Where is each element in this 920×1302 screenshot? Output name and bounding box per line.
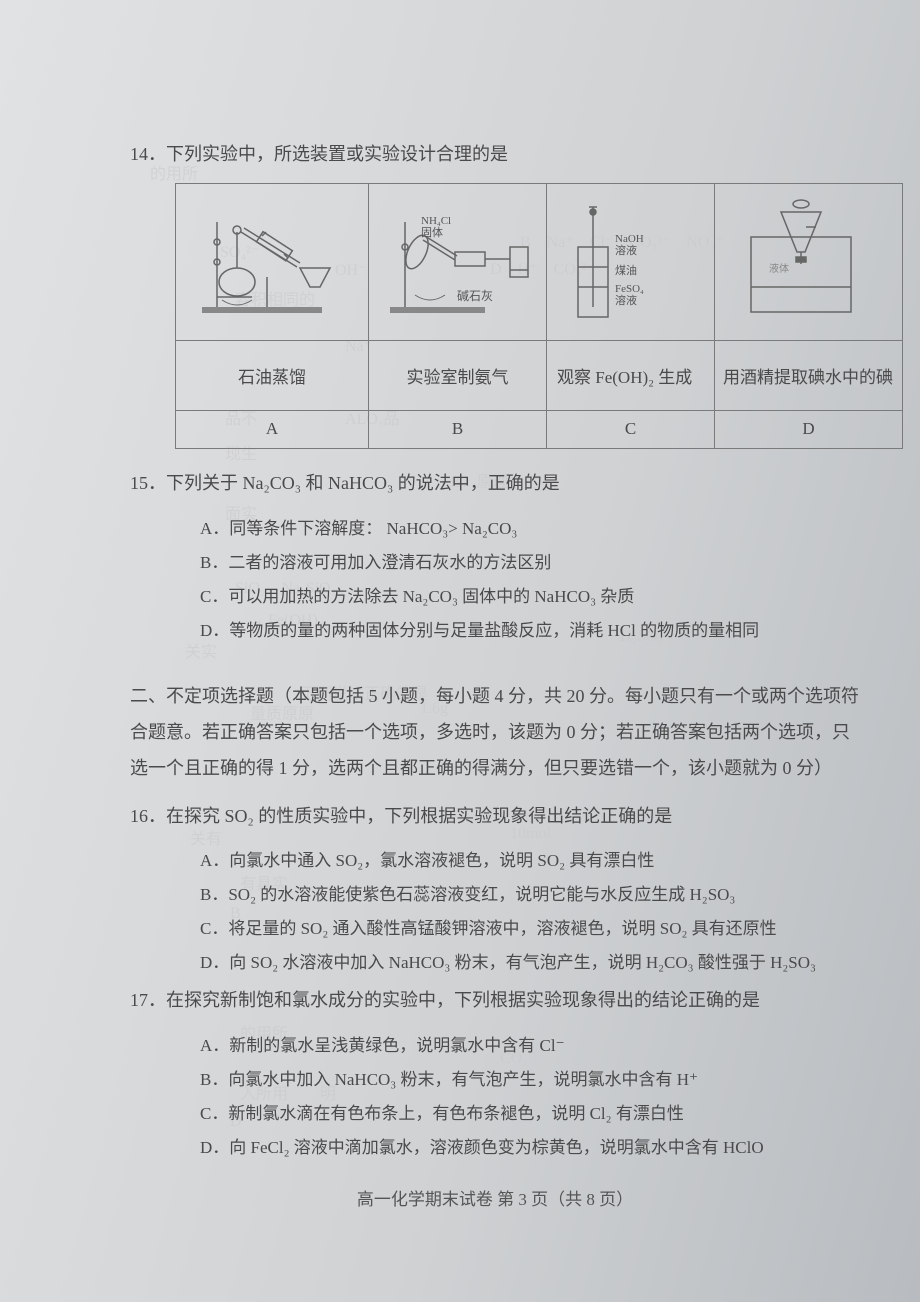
label-feso4: FeSO₄	[615, 283, 644, 295]
label-b: B	[369, 410, 547, 448]
table-row-labels: A B C D	[176, 410, 903, 448]
q17-text: 在探究新制饱和氯水成分的实验中，下列根据实验现象得出的结论正确的是	[166, 990, 760, 1010]
q17-opt-d: D．向 FeCl₂ 溶液中滴加氯水，溶液颜色变为棕黄色，说明氯水中含有 HClO	[200, 1131, 860, 1165]
q16-opt-b: B．SO₂ 的水溶液能使紫色石蕊溶液变红，说明它能与水反应生成 H₂SO₃	[200, 878, 860, 912]
caption-d: 用酒精提取碘水中的碘	[715, 340, 903, 410]
q14-text: 下列实验中，所选装置或实验设计合理的是	[166, 144, 508, 164]
q15-num: 15．	[130, 473, 166, 493]
q17-num: 17．	[130, 990, 166, 1010]
caption-b: 实验室制氨气	[369, 340, 547, 410]
q14-num: 14．	[130, 144, 166, 164]
q15-opt-d: D．等物质的量的两种固体分别与足量盐酸反应，消耗 HCl 的物质的量相同	[200, 614, 860, 648]
table-row-diagrams: NH₄Cl 固体 碱石灰	[176, 183, 903, 340]
svg-text:溶液: 溶液	[615, 243, 637, 257]
q16-text: 在探究 SO₂ 的性质实验中，下列根据实验现象得出结论正确的是	[166, 806, 672, 826]
ammonia-diagram: NH₄Cl 固体 碱石灰	[375, 192, 540, 332]
q17-stem: 17．在探究新制饱和氯水成分的实验中，下列根据实验现象得出的结论正确的是	[130, 986, 860, 1015]
cell-diagram-d: 液体	[715, 183, 903, 340]
q17-opt-a: A．新制的氯水呈浅黄绿色，说明氯水中含有 Cl⁻	[200, 1029, 860, 1063]
page-content: 14．下列实验中，所选装置或实验设计合理的是	[130, 140, 860, 1210]
q16-stem: 16．在探究 SO₂ 的性质实验中，下列根据实验现象得出结论正确的是	[130, 802, 860, 831]
distillation-diagram	[182, 192, 362, 332]
svg-text:溶液: 溶液	[615, 293, 637, 307]
page-footer: 高一化学期末试卷 第 3 页（共 8 页）	[130, 1185, 860, 1210]
label-lime: 碱石灰	[457, 289, 493, 303]
q14-stem: 14．下列实验中，所选装置或实验设计合理的是	[130, 140, 860, 169]
q17-opt-b: B．向氯水中加入 NaHCO₃ 粉末，有气泡产生，说明氯水中含有 H⁺	[200, 1063, 860, 1097]
q16-opt-d: D．向 SO₂ 水溶液中加入 NaHCO₃ 粉末，有气泡产生，说明 H₂CO₃ …	[200, 946, 860, 980]
q15-opt-a: A．同等条件下溶解度： NaHCO₃> Na₂CO₃	[200, 512, 860, 546]
cell-diagram-a	[176, 183, 369, 340]
cell-diagram-b: NH₄Cl 固体 碱石灰	[369, 183, 547, 340]
label-nh4cl: NH₄Cl	[421, 215, 451, 227]
section-2-heading: 二、不定项选择题（本题包括 5 小题，每小题 4 分，共 20 分。每小题只有一…	[130, 678, 860, 786]
label-d: D	[715, 410, 903, 448]
label-naoh: NaOH	[615, 233, 644, 245]
q15-text: 下列关于 Na₂CO₃ 和 NaHCO₃ 的说法中，正确的是	[166, 473, 560, 493]
q15-opt-c: C．可以用加热的方法除去 Na₂CO₃ 固体中的 NaHCO₃ 杂质	[200, 580, 860, 614]
cell-diagram-c: NaOH 溶液 煤油 FeSO₄ 溶液	[547, 183, 715, 340]
q15-stem: 15．下列关于 Na₂CO₃ 和 NaHCO₃ 的说法中，正确的是	[130, 469, 860, 498]
caption-c: 观察 Fe(OH)₂ 生成	[547, 340, 715, 410]
q15-opt-b: B．二者的溶液可用加入澄清石灰水的方法区别	[200, 546, 860, 580]
q16-num: 16．	[130, 806, 166, 826]
extraction-diagram: 液体	[721, 192, 896, 332]
svg-text:液体: 液体	[769, 262, 789, 275]
table-row-captions: 石油蒸馏 实验室制氨气 观察 Fe(OH)₂ 生成 用酒精提取碘水中的碘	[176, 340, 903, 410]
caption-a: 石油蒸馏	[176, 340, 369, 410]
label-a: A	[176, 410, 369, 448]
feoh2-diagram: NaOH 溶液 煤油 FeSO₄ 溶液	[553, 192, 708, 332]
q14-table: NH₄Cl 固体 碱石灰	[175, 183, 903, 449]
q16-opt-a: A．向氯水中通入 SO₂，氯水溶液褪色，说明 SO₂ 具有漂白性	[200, 844, 860, 878]
q16-opt-c: C．将足量的 SO₂ 通入酸性高锰酸钾溶液中，溶液褪色，说明 SO₂ 具有还原性	[200, 912, 860, 946]
label-c: C	[547, 410, 715, 448]
svg-text:固体: 固体	[421, 225, 443, 239]
label-oil: 煤油	[615, 263, 637, 277]
q17-opt-c: C．新制氯水滴在有色布条上，有色布条褪色，说明 Cl₂ 有漂白性	[200, 1097, 860, 1131]
